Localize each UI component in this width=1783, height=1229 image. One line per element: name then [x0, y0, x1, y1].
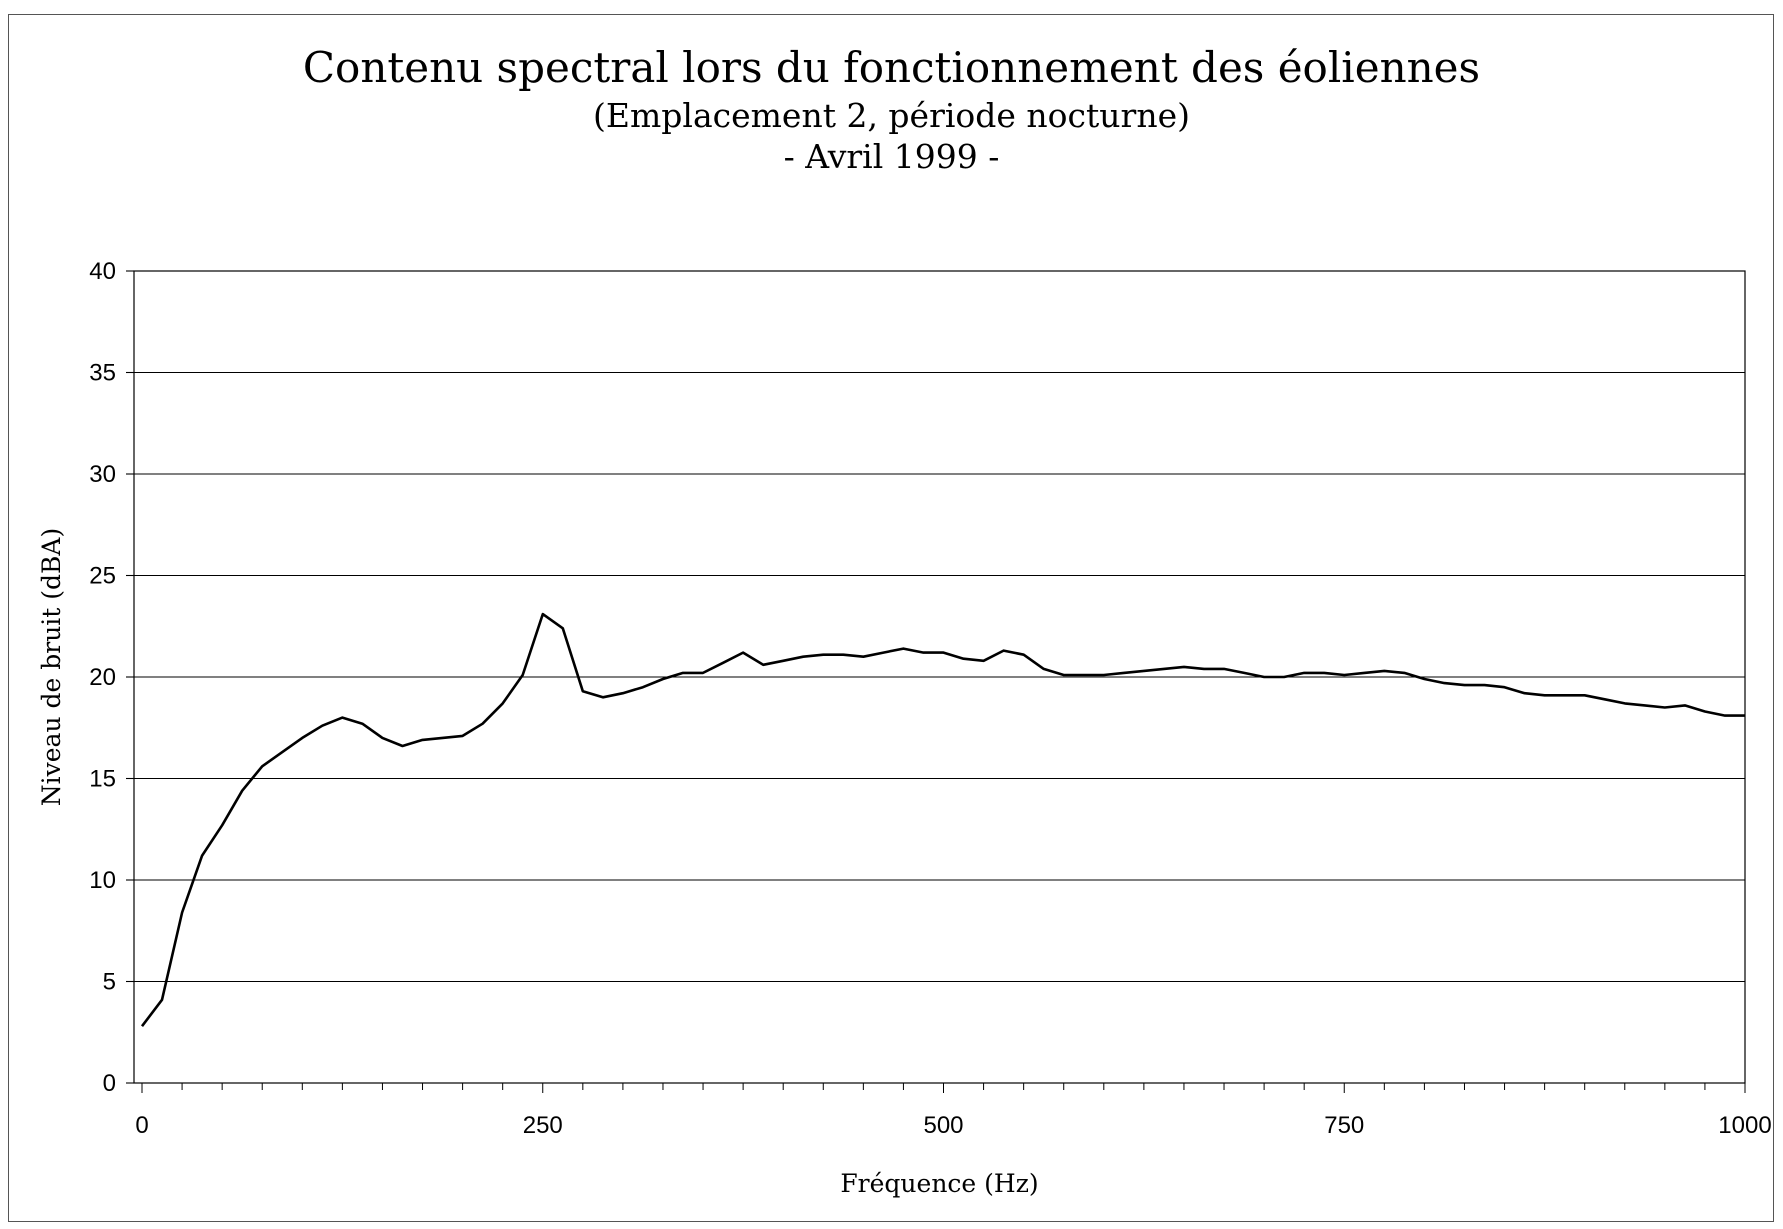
x-axis: 0 250 500 750 1000: [135, 1083, 1772, 1139]
y-tick-label: 5: [103, 969, 116, 996]
x-axis-label: Fréquence (Hz): [840, 1169, 1038, 1198]
y-tick-label: 20: [89, 664, 116, 691]
grid-lines: [134, 270, 1745, 1084]
chart-title: Contenu spectral lors du fonctionnement …: [302, 43, 1481, 92]
title-block: Contenu spectral lors du fonctionnement …: [0, 42, 1783, 177]
y-axis-label: Niveau de bruit (dBA): [37, 528, 66, 806]
x-tick-label: 500: [923, 1112, 963, 1139]
y-tick-label: 0: [103, 1070, 116, 1097]
y-tick-label: 15: [89, 766, 116, 793]
chart-subtitle: (Emplacement 2, période nocturne): [593, 95, 1190, 135]
x-tick-label: 250: [523, 1112, 563, 1139]
x-tick-label: 750: [1324, 1112, 1364, 1139]
chart-subtitle-date: - Avril 1999 -: [783, 136, 1000, 176]
y-axis: 0 5 10 15 20 25 30 35 40: [89, 258, 134, 1097]
y-tick-label: 40: [89, 258, 116, 285]
y-tick-label: 35: [89, 360, 116, 387]
y-tick-label: 25: [89, 563, 116, 590]
y-tick-label: 10: [89, 867, 116, 894]
y-tick-label: 30: [89, 461, 116, 488]
x-tick-label: 0: [135, 1112, 148, 1139]
page-frame: [8, 14, 1774, 1222]
series-line: [140, 612, 1745, 1027]
x-tick-label: 1000: [1718, 1112, 1771, 1139]
